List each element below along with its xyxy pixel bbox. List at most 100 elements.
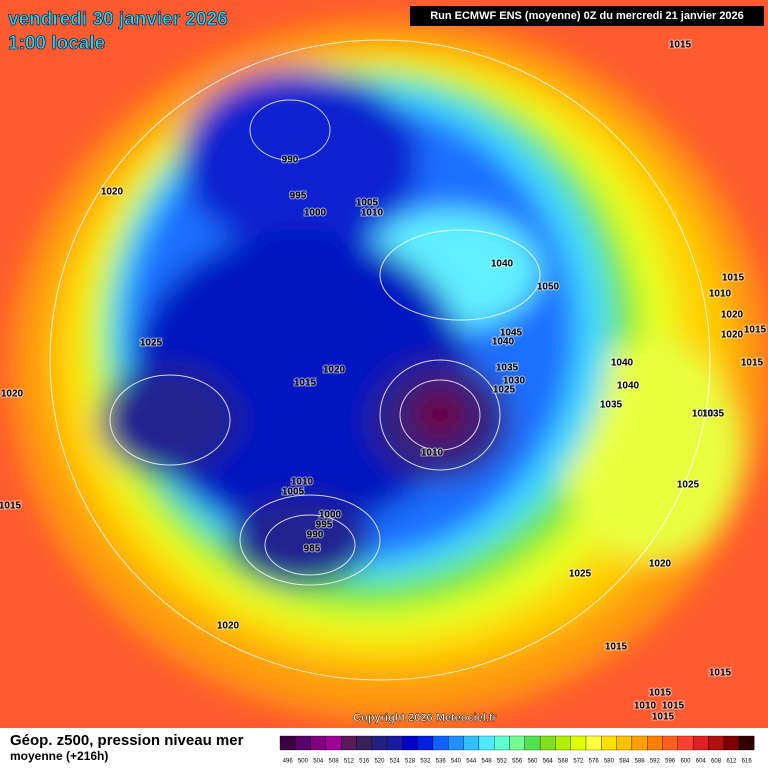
isobar-label: 1015 (649, 688, 672, 699)
isobar-label: 1040 (491, 259, 514, 270)
legend-swatch (677, 735, 694, 751)
isobar-label: 1020 (101, 187, 124, 198)
isobar-label: 1035 (496, 363, 519, 374)
isobar-label: 1035 (702, 409, 725, 420)
isobar-label: 995 (316, 520, 333, 531)
isobar-label: 1040 (617, 381, 640, 392)
isobar-label: 1015 (669, 40, 692, 51)
isobar-label: 1015 (741, 358, 764, 369)
isobar-label: 1025 (569, 569, 592, 580)
legend-swatch (325, 735, 342, 751)
isobar-label: 1010 (421, 448, 444, 459)
isobar-label: 1015 (662, 701, 685, 712)
date-title: vendredi 30 janvier 2026 (8, 9, 228, 30)
legend-swatch (356, 735, 372, 751)
legend-label: 528 (405, 759, 416, 765)
legend-swatch (341, 735, 357, 751)
isobar-label: 985 (304, 544, 321, 555)
legend-swatch (631, 735, 648, 751)
legend-label: 596 (665, 759, 676, 765)
copyright: Copyright 2026 Meteociel.fr (353, 712, 497, 724)
legend-label: 544 (466, 759, 477, 765)
isobar-label: 1020 (649, 559, 672, 570)
isobar-label: 1010 (291, 477, 314, 488)
isobar-label: 995 (290, 191, 307, 202)
legend-swatch (585, 735, 602, 751)
legend-label: 580 (604, 759, 615, 765)
legend-swatch (463, 735, 480, 751)
isobar-label: 1040 (611, 358, 634, 369)
isobar-label: 1020 (217, 621, 240, 632)
isobar-label: 1020 (323, 365, 346, 376)
isobar-label: 1015 (722, 273, 745, 284)
isobar-label: 1020 (1, 389, 24, 400)
isobar-label: 1025 (677, 480, 700, 491)
legend-label: 568 (558, 759, 569, 765)
isobar-label: 1035 (600, 400, 623, 411)
isobar-label: 990 (307, 530, 324, 541)
legend-swatch (539, 735, 556, 751)
field (0, 0, 768, 728)
isobar-label: 1010 (709, 289, 732, 300)
isobar-label: 1005 (356, 198, 379, 209)
isobar-label: 1015 (744, 325, 767, 336)
isobar-label: 1020 (721, 330, 744, 341)
isobar-label: 1015 (709, 668, 732, 679)
isobar-label: 1015 (0, 501, 22, 512)
legend: 496 500 504 508 512 516 520 524 528 532 536 540 544 5… (279, 735, 755, 765)
isobar-label: 1010 (692, 409, 715, 420)
legend-label: 508 (329, 759, 340, 765)
legend-label: 560 (527, 759, 538, 765)
legend-swatch (478, 735, 495, 751)
legend-swatch (738, 735, 755, 751)
legend-swatch (509, 735, 525, 751)
legend-swatch (647, 735, 663, 751)
isobar-label: 1005 (282, 487, 305, 498)
legend-swatch (417, 735, 434, 751)
isobar-label: 1000 (319, 510, 342, 521)
legend-label: 588 (635, 759, 646, 765)
legend-label: 548 (482, 759, 493, 765)
legend-label: 540 (451, 759, 462, 765)
legend-swatch (386, 735, 403, 751)
legend-swatch (432, 735, 449, 751)
isobar-label: 1045 (500, 328, 523, 339)
isobar-labels: 1015990995100010051010102010401050101510… (0, 39, 768, 724)
isobar-label: 990 (282, 155, 299, 166)
isobar-label: 1010 (361, 208, 384, 219)
legend-swatch (494, 735, 510, 751)
isobar-label: 1015 (294, 378, 317, 389)
legend-swatch (448, 735, 464, 751)
legend-swatch (402, 735, 418, 751)
isobar-label: 1015 (652, 712, 675, 723)
legend-label: 616 (742, 759, 753, 765)
legend-swatch (708, 735, 724, 751)
legend-label: 532 (420, 759, 431, 765)
isobar-label: 1050 (537, 282, 560, 293)
legend-label: 500 (298, 759, 309, 765)
legend-label: 520 (374, 759, 385, 765)
legend-label: 572 (573, 759, 584, 765)
legend-label: 512 (344, 759, 355, 765)
legend-label: 504 (313, 759, 324, 765)
isobar-label: 1000 (304, 208, 327, 219)
legend-label: 552 (497, 759, 508, 765)
legend-label: 592 (650, 759, 661, 765)
legend-swatch (616, 735, 633, 751)
legend-swatch (692, 735, 709, 751)
legend-label: 576 (589, 759, 600, 765)
legend-label: 612 (726, 759, 737, 765)
legend-swatch (279, 735, 296, 751)
legend-label: 556 (512, 759, 523, 765)
legend-swatch (723, 735, 740, 751)
isobar-label: 1010 (634, 701, 657, 712)
legend-label: 604 (696, 759, 707, 765)
legend-swatch (371, 735, 388, 751)
isobar-label: 1030 (503, 376, 526, 387)
legend-label: 600 (680, 759, 691, 765)
run-box (410, 6, 764, 26)
legend-swatch (295, 735, 311, 751)
legend-label: 564 (543, 759, 554, 765)
legend-swatch (662, 735, 678, 751)
